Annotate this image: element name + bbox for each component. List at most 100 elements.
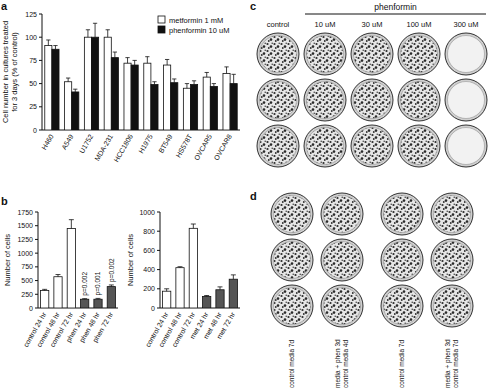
bar: [104, 37, 111, 130]
error-line: [213, 84, 214, 87]
bar: [229, 279, 237, 308]
plate-rim: [398, 33, 440, 75]
error-bar: [106, 30, 110, 37]
plate: [445, 79, 487, 121]
y-tick-label: 100: [25, 34, 37, 41]
plate: [304, 33, 346, 75]
plate-surface: [448, 82, 485, 119]
error-cap: [86, 29, 90, 30]
panel-label: d: [250, 190, 257, 202]
plate-surface: [448, 128, 485, 165]
y-axis: [160, 212, 161, 308]
bar: [216, 290, 224, 308]
error-line: [107, 30, 108, 37]
bar: [144, 63, 151, 130]
plate-surface: [401, 82, 438, 119]
error-line: [48, 40, 49, 46]
error-bar: [113, 52, 117, 58]
error-bar: [96, 298, 101, 300]
y-tick-label: 1750: [17, 209, 33, 216]
plate: [321, 285, 363, 327]
plate-surface: [401, 36, 438, 73]
plate: [431, 239, 473, 281]
error-bar: [66, 78, 70, 82]
plate-surface: [274, 242, 311, 279]
legend-swatch: [158, 26, 165, 33]
error-bar: [93, 23, 97, 37]
error-line: [220, 287, 221, 290]
bar: [163, 291, 171, 308]
panel-c: cphenformincontrol10 uM30 uM100 uM300 uM: [250, 0, 487, 167]
plate-rim: [351, 125, 393, 167]
error-line: [233, 275, 234, 279]
plate-rim: [445, 125, 487, 167]
error-cap: [46, 39, 50, 40]
plate-rim: [431, 285, 473, 327]
plate-surface: [401, 128, 438, 165]
error-line: [71, 220, 72, 229]
plate: [445, 125, 487, 167]
bar: [203, 296, 211, 308]
y-tick-label: 800: [143, 228, 155, 235]
x-axis: [160, 308, 240, 309]
error-bar: [232, 74, 236, 83]
error-line: [134, 60, 135, 65]
error-cap: [224, 66, 228, 67]
plate-surface: [434, 196, 471, 233]
plate: [304, 125, 346, 167]
y-tick-label: 50: [29, 80, 37, 87]
plate-rim: [321, 285, 363, 327]
plate: [398, 125, 440, 167]
bar: [124, 63, 131, 130]
error-line: [226, 67, 227, 73]
error-line: [186, 84, 187, 89]
plate-rim: [431, 239, 473, 281]
column-label: 300 uM: [453, 20, 478, 29]
y-tick-label: 400: [143, 266, 155, 273]
plate-surface: [384, 196, 421, 233]
plate: [398, 33, 440, 75]
error-bar: [204, 295, 209, 297]
plate: [321, 193, 363, 235]
error-bar: [56, 275, 61, 277]
error-cap: [212, 83, 216, 84]
plate-rim: [321, 193, 363, 235]
error-bar: [218, 287, 223, 290]
error-cap: [145, 56, 149, 57]
x-tick-label: MDA-231: [93, 133, 114, 162]
error-bar: [73, 89, 77, 92]
bar: [183, 88, 190, 130]
plate-rim: [381, 193, 423, 235]
error-bar: [185, 84, 189, 89]
error-cap: [172, 78, 176, 79]
error-cap: [178, 266, 183, 267]
error-line: [75, 89, 76, 92]
annotation: p=0.002: [108, 258, 116, 282]
plate-surface: [274, 288, 311, 325]
y-tick-label: 0: [151, 305, 155, 312]
y-axis-label: Number of cells: [126, 234, 135, 286]
y-tick-label: 750: [21, 263, 33, 270]
error-line: [233, 74, 234, 83]
bar: [191, 85, 198, 130]
error-bar: [205, 72, 209, 77]
column-label: control media 7d: [398, 340, 405, 388]
error-bar: [109, 285, 114, 287]
error-line: [206, 72, 207, 77]
error-bar: [69, 220, 74, 229]
plate: [271, 239, 313, 281]
error-cap: [218, 286, 223, 287]
error-cap: [232, 74, 236, 75]
error-line: [55, 46, 56, 50]
plate: [257, 79, 299, 121]
plate-rim: [398, 79, 440, 121]
chart: Number of cells02004006008001000control …: [126, 209, 240, 349]
y-axis-label: for 3 days (% of control): [10, 32, 19, 112]
plate-rim: [271, 285, 313, 327]
error-cap: [66, 78, 70, 79]
panel-label: b: [1, 195, 8, 207]
x-tick-label: met 72 hr: [215, 310, 236, 340]
legend-label: metformin 1 mM: [169, 16, 223, 25]
y-tick-label: 1000: [17, 250, 33, 257]
bar: [67, 228, 75, 308]
